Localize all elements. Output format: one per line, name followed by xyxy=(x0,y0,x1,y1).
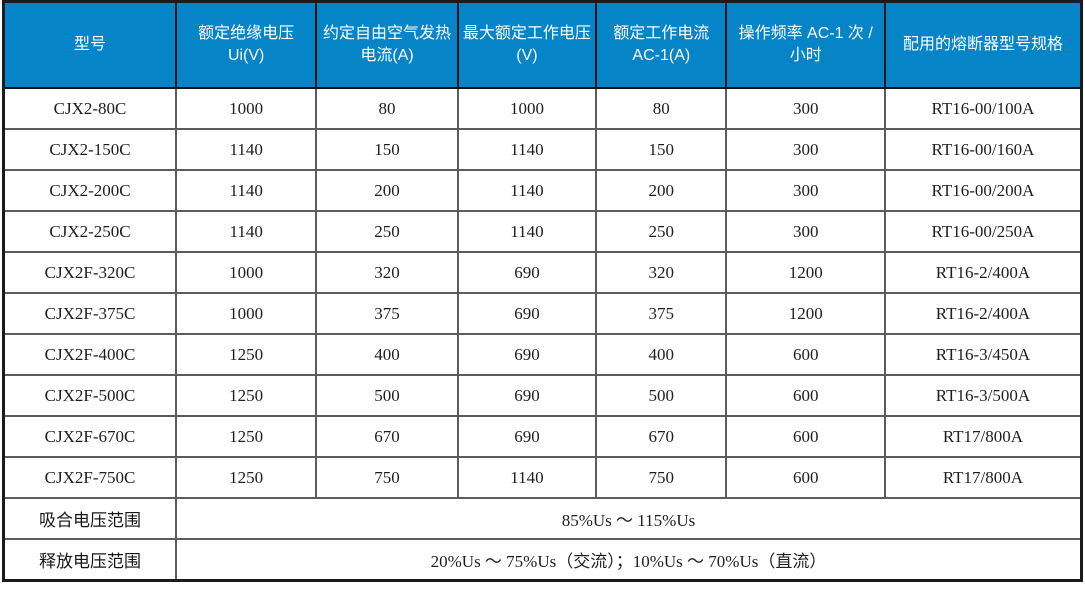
cell-insulation-voltage: 1250 xyxy=(174,333,318,376)
cell-model: CJX2F-375C xyxy=(2,292,177,335)
cell-thermal-current: 320 xyxy=(315,251,459,294)
cell-fuse-spec: RT16-00/160A xyxy=(883,128,1083,171)
footer-label-release-voltage: 释放电压范围 xyxy=(2,538,177,582)
cell-insulation-voltage: 1000 xyxy=(174,87,318,130)
cell-thermal-current: 375 xyxy=(315,292,459,335)
cell-fuse-spec: RT17/800A xyxy=(883,456,1083,499)
cell-operation-frequency: 300 xyxy=(725,169,886,212)
cell-operation-frequency: 1200 xyxy=(725,292,886,335)
cell-model: CJX2-250C xyxy=(2,210,177,253)
cell-thermal-current: 150 xyxy=(315,128,459,171)
table-body: CJX2-80C 1000 80 1000 80 300 RT16-00/100… xyxy=(2,87,1083,582)
cell-fuse-spec: RT16-2/400A xyxy=(883,292,1083,335)
cell-thermal-current: 500 xyxy=(315,374,459,417)
table-row: CJX2-80C 1000 80 1000 80 300 RT16-00/100… xyxy=(2,87,1083,130)
cell-max-working-voltage: 1000 xyxy=(456,87,598,130)
footer-value-release-voltage: 20%Us ～ 75%Us（交流）；10%Us ～ 70%Us（直流） xyxy=(174,538,1083,582)
cell-thermal-current: 750 xyxy=(315,456,459,499)
column-header-max-working-voltage: 最大额定工作电压(V) xyxy=(456,0,598,89)
cell-insulation-voltage: 1250 xyxy=(174,374,318,417)
cell-max-working-voltage: 690 xyxy=(456,333,598,376)
cell-max-working-voltage: 1140 xyxy=(456,210,598,253)
cell-max-working-voltage: 1140 xyxy=(456,169,598,212)
cell-operation-frequency: 300 xyxy=(725,87,886,130)
cell-fuse-spec: RT16-3/450A xyxy=(883,333,1083,376)
cell-operation-frequency: 600 xyxy=(725,456,886,499)
cell-ac1-current: 250 xyxy=(595,210,728,253)
cell-max-working-voltage: 1140 xyxy=(456,128,598,171)
cell-insulation-voltage: 1140 xyxy=(174,169,318,212)
cell-thermal-current: 400 xyxy=(315,333,459,376)
cell-model: CJX2F-500C xyxy=(2,374,177,417)
footer-row-pickup-voltage: 吸合电压范围 85%Us ～ 115%Us xyxy=(2,497,1083,540)
table-row: CJX2F-670C 1250 670 690 670 600 RT17/800… xyxy=(2,415,1083,458)
cell-operation-frequency: 600 xyxy=(725,333,886,376)
cell-model: CJX2F-400C xyxy=(2,333,177,376)
header-row: 型号 额定绝缘电压 Ui(V) 约定自由空气发热电流(A) 最大额定工作电压(V… xyxy=(2,0,1083,89)
cell-ac1-current: 670 xyxy=(595,415,728,458)
cell-ac1-current: 750 xyxy=(595,456,728,499)
table-row: CJX2F-750C 1250 750 1140 750 600 RT17/80… xyxy=(2,456,1083,499)
contactor-spec-table: 型号 额定绝缘电压 Ui(V) 约定自由空气发热电流(A) 最大额定工作电压(V… xyxy=(2,0,1083,582)
cell-ac1-current: 400 xyxy=(595,333,728,376)
cell-ac1-current: 150 xyxy=(595,128,728,171)
table-row: CJX2-250C 1140 250 1140 250 300 RT16-00/… xyxy=(2,210,1083,253)
cell-insulation-voltage: 1000 xyxy=(174,292,318,335)
table-row: CJX2-200C 1140 200 1140 200 300 RT16-00/… xyxy=(2,169,1083,212)
table-row: CJX2F-500C 1250 500 690 500 600 RT16-3/5… xyxy=(2,374,1083,417)
cell-insulation-voltage: 1140 xyxy=(174,128,318,171)
table-row: CJX2F-320C 1000 320 690 320 1200 RT16-2/… xyxy=(2,251,1083,294)
cell-max-working-voltage: 1140 xyxy=(456,456,598,499)
cell-fuse-spec: RT16-2/400A xyxy=(883,251,1083,294)
footer-value-pickup-voltage: 85%Us ～ 115%Us xyxy=(174,497,1083,540)
cell-max-working-voltage: 690 xyxy=(456,415,598,458)
cell-ac1-current: 80 xyxy=(595,87,728,130)
cell-model: CJX2-80C xyxy=(2,87,177,130)
cell-ac1-current: 500 xyxy=(595,374,728,417)
cell-thermal-current: 80 xyxy=(315,87,459,130)
cell-model: CJX2-150C xyxy=(2,128,177,171)
column-header-operation-frequency: 操作频率 AC-1 次 / 小时 xyxy=(725,0,886,89)
table-row: CJX2F-375C 1000 375 690 375 1200 RT16-2/… xyxy=(2,292,1083,335)
cell-fuse-spec: RT17/800A xyxy=(883,415,1083,458)
footer-label-pickup-voltage: 吸合电压范围 xyxy=(2,497,177,540)
cell-ac1-current: 200 xyxy=(595,169,728,212)
cell-ac1-current: 320 xyxy=(595,251,728,294)
cell-model: CJX2-200C xyxy=(2,169,177,212)
cell-thermal-current: 670 xyxy=(315,415,459,458)
cell-thermal-current: 250 xyxy=(315,210,459,253)
column-header-model: 型号 xyxy=(2,0,177,89)
column-header-ac1-current: 额定工作电流 AC-1(A) xyxy=(595,0,728,89)
cell-insulation-voltage: 1140 xyxy=(174,210,318,253)
cell-thermal-current: 200 xyxy=(315,169,459,212)
cell-fuse-spec: RT16-3/500A xyxy=(883,374,1083,417)
table-header: 型号 额定绝缘电压 Ui(V) 约定自由空气发热电流(A) 最大额定工作电压(V… xyxy=(2,0,1083,89)
cell-fuse-spec: RT16-00/200A xyxy=(883,169,1083,212)
cell-model: CJX2F-750C xyxy=(2,456,177,499)
cell-model: CJX2F-320C xyxy=(2,251,177,294)
table-row: CJX2-150C 1140 150 1140 150 300 RT16-00/… xyxy=(2,128,1083,171)
cell-max-working-voltage: 690 xyxy=(456,251,598,294)
cell-fuse-spec: RT16-00/100A xyxy=(883,87,1083,130)
footer-row-release-voltage: 释放电压范围 20%Us ～ 75%Us（交流）；10%Us ～ 70%Us（直… xyxy=(2,538,1083,582)
cell-operation-frequency: 600 xyxy=(725,374,886,417)
cell-ac1-current: 375 xyxy=(595,292,728,335)
table-row: CJX2F-400C 1250 400 690 400 600 RT16-3/4… xyxy=(2,333,1083,376)
cell-insulation-voltage: 1250 xyxy=(174,456,318,499)
cell-max-working-voltage: 690 xyxy=(456,374,598,417)
cell-insulation-voltage: 1250 xyxy=(174,415,318,458)
column-header-fuse-spec: 配用的熔断器型号规格 xyxy=(883,0,1083,89)
cell-operation-frequency: 300 xyxy=(725,210,886,253)
cell-max-working-voltage: 690 xyxy=(456,292,598,335)
cell-operation-frequency: 300 xyxy=(725,128,886,171)
column-header-insulation-voltage: 额定绝缘电压 Ui(V) xyxy=(174,0,318,89)
column-header-thermal-current: 约定自由空气发热电流(A) xyxy=(315,0,459,89)
cell-operation-frequency: 1200 xyxy=(725,251,886,294)
cell-operation-frequency: 600 xyxy=(725,415,886,458)
cell-model: CJX2F-670C xyxy=(2,415,177,458)
cell-insulation-voltage: 1000 xyxy=(174,251,318,294)
cell-fuse-spec: RT16-00/250A xyxy=(883,210,1083,253)
